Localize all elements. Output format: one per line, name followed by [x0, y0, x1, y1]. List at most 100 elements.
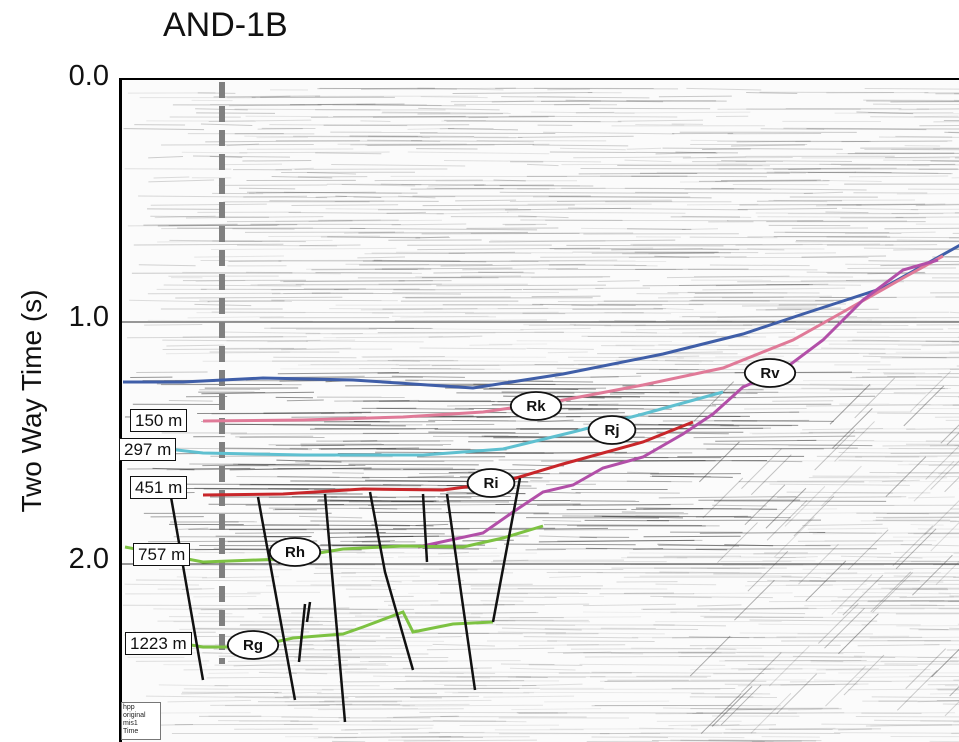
reflector [944, 131, 959, 134]
reflector [403, 739, 537, 742]
y-tick-0: 0.0 [68, 60, 109, 92]
reflector [837, 596, 907, 599]
reflector [379, 327, 524, 331]
reflector [772, 400, 834, 402]
reflector [549, 575, 581, 578]
basement-reflector [910, 371, 951, 412]
reflector [870, 724, 959, 727]
reflector [854, 152, 959, 154]
reflector [355, 695, 480, 698]
reflector [573, 359, 658, 362]
reflector [737, 207, 838, 211]
reflector [810, 660, 959, 663]
reflector [167, 699, 252, 703]
reflector [235, 532, 315, 534]
reflector [200, 123, 253, 126]
reflector [428, 731, 610, 735]
reflector [393, 715, 459, 718]
reflector [579, 663, 726, 666]
reflector [658, 95, 732, 98]
reflector [628, 256, 747, 258]
reflector [632, 548, 664, 550]
reflector [773, 199, 828, 203]
reflector [348, 463, 479, 466]
reflector [739, 203, 926, 206]
reflector [945, 256, 959, 258]
reflector [633, 243, 823, 246]
reflector [930, 160, 959, 162]
reflector [942, 703, 959, 705]
basement-reflector [854, 377, 896, 419]
label-rv-ellipse [743, 358, 797, 388]
reflector [303, 288, 436, 291]
reflector [516, 340, 672, 342]
reflector [396, 687, 540, 690]
reflector [415, 523, 449, 527]
reflector [334, 399, 419, 402]
reflector [867, 600, 959, 603]
reflector [386, 211, 426, 214]
reflector [257, 128, 303, 130]
reflector [906, 428, 959, 430]
reflector [702, 287, 846, 291]
reflector [348, 595, 414, 598]
reflector [826, 572, 959, 575]
basement-reflector [872, 572, 913, 613]
reflector [249, 191, 376, 194]
reflector [690, 567, 740, 570]
basement-reflector [905, 648, 947, 689]
reflector [192, 155, 290, 158]
reflector [599, 732, 757, 735]
reflector [517, 588, 668, 590]
reflector [898, 108, 959, 111]
reflector [868, 260, 959, 263]
reflector [273, 691, 322, 694]
reflector [629, 552, 777, 555]
reflector [698, 423, 734, 426]
basement-reflector [949, 686, 959, 697]
reflector [687, 291, 820, 294]
reflector [747, 664, 918, 667]
reflector [910, 208, 959, 211]
reflector [417, 247, 601, 251]
reflector [181, 691, 282, 695]
reflector [915, 384, 959, 387]
reflector [766, 284, 861, 286]
reflector [273, 356, 357, 359]
reflector [565, 99, 664, 103]
reflector [635, 328, 745, 331]
reflector [589, 404, 680, 407]
reflector [143, 223, 238, 226]
reflector [319, 87, 457, 90]
reflector [774, 171, 952, 175]
reflector [337, 583, 499, 586]
reflector [522, 312, 644, 314]
reflector [659, 571, 762, 574]
reflector [650, 595, 773, 599]
reflector [884, 227, 959, 230]
reflector [653, 307, 694, 311]
reflector [868, 480, 959, 483]
reflector [717, 315, 805, 319]
reflector [161, 143, 314, 146]
reflector [820, 576, 956, 579]
reflector [547, 351, 588, 354]
reflector [192, 628, 292, 631]
reflector [341, 728, 419, 731]
reflector [492, 559, 529, 562]
reflector [359, 632, 523, 635]
reflector [842, 388, 948, 391]
reflector [855, 675, 959, 678]
reflector [507, 211, 686, 214]
reflector [360, 307, 549, 311]
reflector [499, 191, 689, 194]
reflector [697, 604, 742, 607]
reflector [806, 404, 959, 407]
reflector [758, 623, 867, 626]
reflector [391, 375, 465, 378]
reflector [153, 608, 223, 611]
reflector [690, 724, 740, 727]
reflector [318, 499, 461, 502]
reflector [437, 496, 472, 499]
reflector [382, 111, 511, 114]
